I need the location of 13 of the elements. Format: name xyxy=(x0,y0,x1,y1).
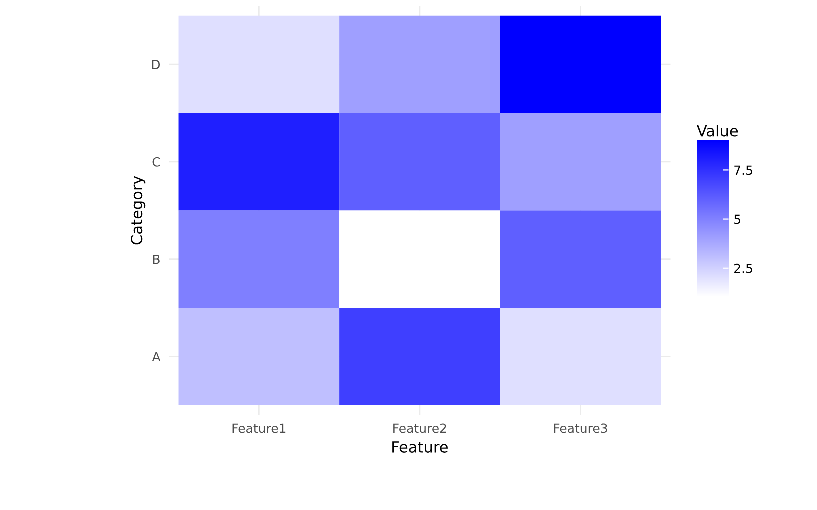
y-tick-label: A xyxy=(152,352,161,362)
color-bar-title: Value xyxy=(697,124,738,137)
color-bar-label: 2.5 xyxy=(734,264,752,274)
y-tick-label: B xyxy=(153,254,160,264)
x-tick-label: Feature3 xyxy=(554,424,608,434)
x-axis-title: Feature xyxy=(392,442,448,453)
color-bar-label: 7.5 xyxy=(734,166,752,176)
color-bar-label: 5 xyxy=(734,214,740,224)
y-axis-title: Category xyxy=(131,176,146,245)
x-tick-label: Feature2 xyxy=(394,424,446,434)
y-tick-label: C xyxy=(152,157,160,167)
x-tick-label: Feature1 xyxy=(232,424,286,434)
y-tick-label: D xyxy=(152,60,160,70)
